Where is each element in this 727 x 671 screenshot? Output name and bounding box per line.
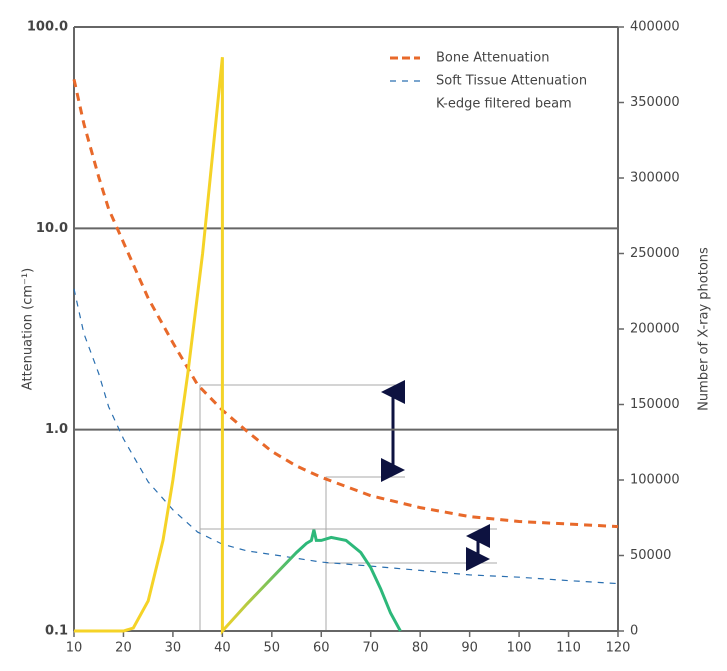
x-tick-label: 110 (556, 641, 581, 656)
x-tick-label: 50 (264, 641, 281, 656)
series-line (74, 57, 402, 635)
y2-tick-label: 200000 (630, 322, 680, 337)
legend-label: Bone Attenuation (436, 51, 549, 66)
y2-tick-label: 400000 (630, 20, 680, 35)
x-tick-label: 80 (412, 641, 429, 656)
series-line (72, 78, 619, 529)
y2-tick-label: 50000 (630, 548, 671, 563)
x-tick-label: 90 (461, 641, 478, 656)
y2-tick-label: 250000 (630, 246, 680, 261)
x-tick-label: 120 (606, 641, 631, 656)
x-tick-label: 30 (165, 641, 182, 656)
x-tick-label: 20 (115, 641, 132, 656)
y-axis-label: Attenuation (cm⁻¹) (21, 268, 36, 390)
y2-tick-label: 150000 (630, 397, 680, 412)
y2-axis-label: Number of X-ray photons (697, 247, 712, 411)
x-tick-label: 10 (66, 641, 83, 656)
reference-lines (199, 380, 497, 631)
x-tick-label: 100 (507, 641, 532, 656)
y2-tick-label: 100000 (630, 473, 680, 488)
legend-label: K-edge filtered beam (436, 97, 572, 112)
legend-label: Soft Tissue Attenuation (436, 74, 587, 89)
x-tick-label: 70 (362, 641, 379, 656)
y-tick-label: 10.0 (36, 221, 68, 236)
y-tick-label: 1.0 (45, 422, 68, 437)
y2-tick-label: 350000 (630, 95, 680, 110)
x-tick-label: 60 (313, 641, 330, 656)
y2-tick-label: 300000 (630, 171, 680, 186)
y-tick-label: 0.1 (45, 624, 68, 639)
y-tick-label: 100.0 (27, 20, 68, 35)
x-tick-label: 40 (214, 641, 231, 656)
y2-tick-label: 0 (630, 624, 638, 639)
